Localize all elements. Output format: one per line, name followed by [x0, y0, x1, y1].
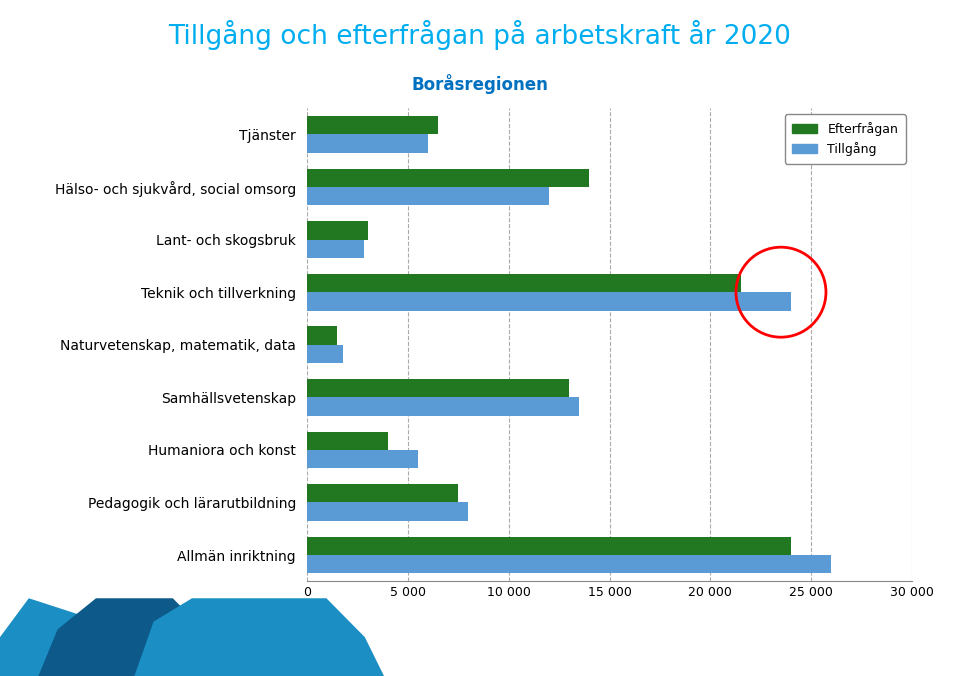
- Bar: [307, 537, 791, 555]
- Bar: [307, 239, 364, 258]
- Bar: [307, 135, 428, 153]
- PathPatch shape: [134, 598, 384, 676]
- Bar: [307, 274, 741, 292]
- Bar: [307, 327, 338, 345]
- Bar: [307, 292, 791, 310]
- Bar: [307, 397, 580, 416]
- Text: Tillgång och efterfrågan på arbetskraft år 2020: Tillgång och efterfrågan på arbetskraft …: [169, 20, 791, 50]
- Bar: [307, 379, 569, 397]
- Bar: [307, 450, 419, 468]
- Text: Boråsregionen: Boråsregionen: [412, 74, 548, 95]
- Bar: [307, 484, 459, 502]
- PathPatch shape: [0, 598, 144, 676]
- Bar: [307, 168, 589, 187]
- Bar: [307, 116, 438, 135]
- Legend: Efterfrågan, Tillgång: Efterfrågan, Tillgång: [785, 114, 905, 164]
- Bar: [307, 431, 388, 450]
- PathPatch shape: [38, 598, 230, 676]
- Bar: [307, 555, 831, 573]
- Bar: [307, 221, 368, 239]
- Bar: [307, 502, 468, 521]
- Bar: [307, 345, 344, 363]
- Bar: [307, 187, 549, 206]
